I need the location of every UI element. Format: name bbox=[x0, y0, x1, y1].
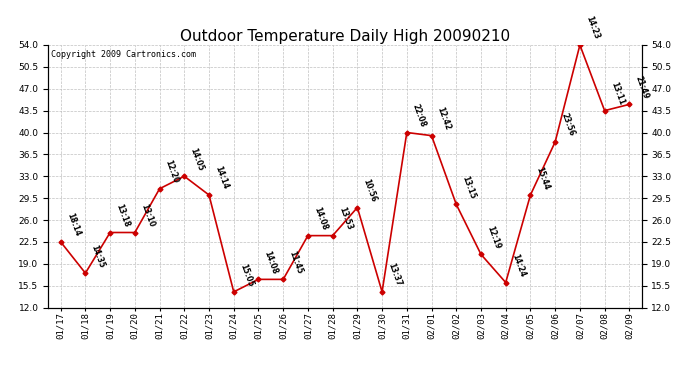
Text: 22:08: 22:08 bbox=[411, 102, 428, 128]
Text: 10:56: 10:56 bbox=[362, 178, 378, 203]
Text: 14:23: 14:23 bbox=[584, 15, 601, 41]
Text: 14:24: 14:24 bbox=[510, 253, 526, 278]
Text: 12:42: 12:42 bbox=[435, 106, 453, 132]
Text: 23:56: 23:56 bbox=[560, 112, 576, 138]
Text: 12:19: 12:19 bbox=[485, 225, 502, 250]
Text: 12:20: 12:20 bbox=[164, 159, 181, 184]
Text: 15:44: 15:44 bbox=[535, 165, 551, 191]
Text: 21:49: 21:49 bbox=[633, 75, 650, 100]
Text: 13:11: 13:11 bbox=[609, 81, 626, 106]
Text: 14:08: 14:08 bbox=[312, 206, 329, 231]
Text: 11:45: 11:45 bbox=[287, 250, 304, 275]
Text: 14:05: 14:05 bbox=[188, 147, 205, 172]
Text: 14:14: 14:14 bbox=[213, 165, 230, 191]
Text: 13:37: 13:37 bbox=[386, 262, 403, 288]
Text: 13:18: 13:18 bbox=[115, 202, 131, 228]
Text: Copyright 2009 Cartronics.com: Copyright 2009 Cartronics.com bbox=[51, 50, 196, 59]
Title: Outdoor Temperature Daily High 20090210: Outdoor Temperature Daily High 20090210 bbox=[180, 29, 510, 44]
Text: 13:53: 13:53 bbox=[337, 206, 353, 231]
Text: 15:05: 15:05 bbox=[238, 262, 255, 288]
Text: 13:10: 13:10 bbox=[139, 202, 156, 228]
Text: 14:08: 14:08 bbox=[263, 249, 279, 275]
Text: 13:15: 13:15 bbox=[460, 175, 477, 200]
Text: 14:35: 14:35 bbox=[90, 243, 106, 269]
Text: 18:14: 18:14 bbox=[65, 212, 81, 238]
